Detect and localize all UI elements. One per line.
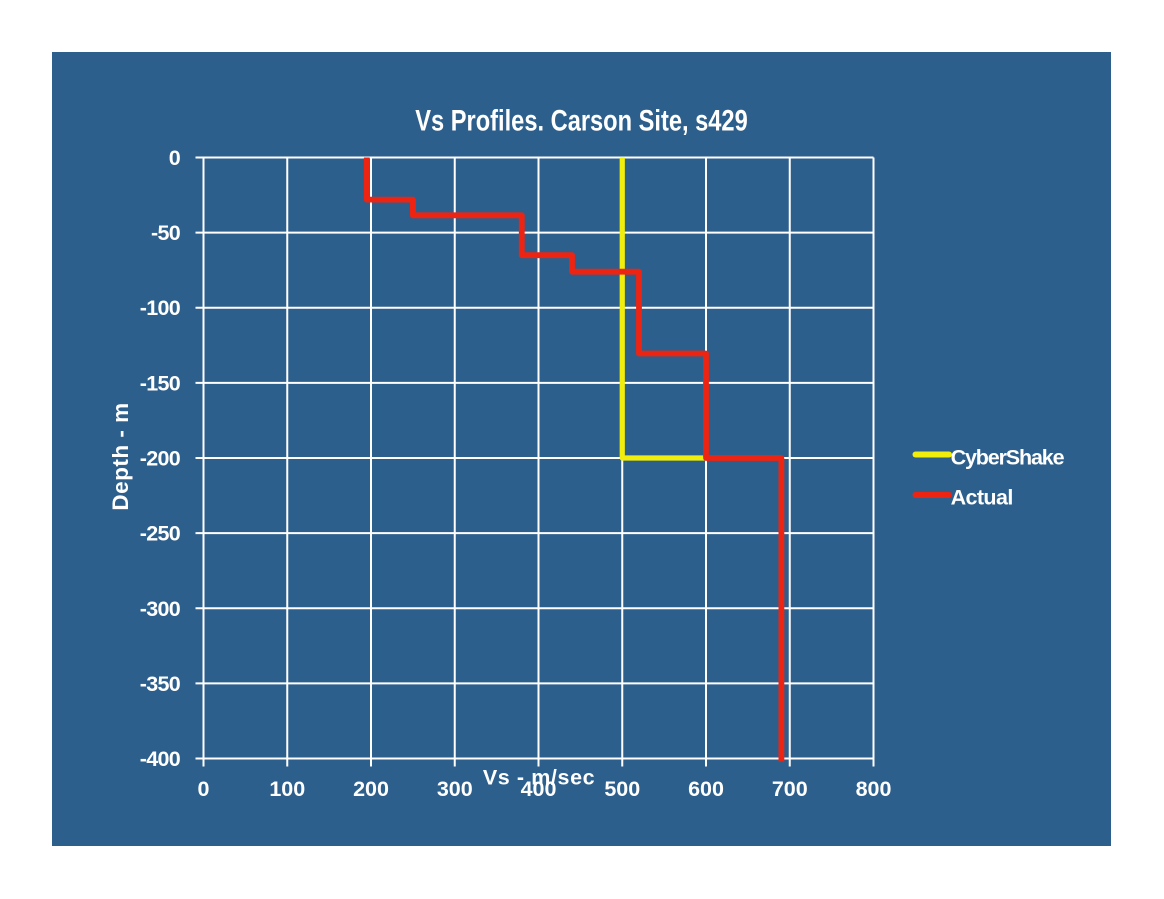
svg-text:600: 600 <box>688 777 724 801</box>
svg-text:0: 0 <box>198 777 210 801</box>
svg-text:-300: -300 <box>140 597 181 621</box>
svg-text:400: 400 <box>521 777 557 801</box>
svg-text:300: 300 <box>437 777 473 801</box>
svg-text:Depth - m: Depth - m <box>108 402 133 510</box>
svg-text:200: 200 <box>353 777 389 801</box>
svg-text:700: 700 <box>772 777 808 801</box>
svg-text:-250: -250 <box>140 522 181 546</box>
svg-text:-100: -100 <box>140 296 181 320</box>
svg-text:Actual: Actual <box>951 486 1013 510</box>
svg-text:500: 500 <box>604 777 640 801</box>
svg-text:-350: -350 <box>140 672 181 696</box>
svg-text:Vs Profiles. Carson Site, s429: Vs Profiles. Carson Site, s429 <box>415 104 747 137</box>
svg-text:-200: -200 <box>140 447 181 471</box>
svg-text:-400: -400 <box>140 747 181 771</box>
svg-text:-150: -150 <box>140 371 181 395</box>
svg-text:CyberShake: CyberShake <box>951 446 1065 470</box>
svg-text:-50: -50 <box>151 221 181 245</box>
svg-text:0: 0 <box>169 146 181 170</box>
svg-text:Vs - m/sec: Vs - m/sec <box>483 766 595 790</box>
svg-text:100: 100 <box>269 777 305 801</box>
svg-text:800: 800 <box>856 777 892 801</box>
